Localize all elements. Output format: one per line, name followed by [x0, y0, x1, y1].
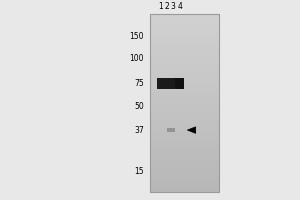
Bar [163, 78, 170, 89]
Bar [169, 78, 176, 89]
Text: 1: 1 [158, 2, 163, 11]
Bar [176, 78, 184, 89]
Text: 15: 15 [134, 167, 144, 176]
Polygon shape [187, 127, 196, 133]
Bar [167, 128, 175, 132]
Text: 4: 4 [177, 2, 182, 11]
Text: 50: 50 [134, 102, 144, 111]
Bar [157, 78, 164, 89]
Bar [150, 14, 219, 192]
Text: 100: 100 [130, 54, 144, 63]
Text: 150: 150 [130, 32, 144, 41]
Text: 75: 75 [134, 79, 144, 88]
Text: 2: 2 [164, 2, 169, 11]
Text: 3: 3 [170, 2, 175, 11]
Text: 37: 37 [134, 126, 144, 135]
